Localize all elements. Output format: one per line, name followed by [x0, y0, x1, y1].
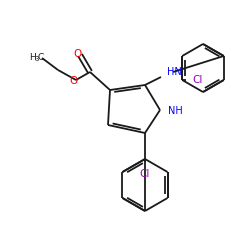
Text: Cl: Cl: [192, 75, 202, 85]
Text: Cl: Cl: [140, 169, 150, 179]
Text: 3: 3: [35, 56, 39, 62]
Text: O: O: [69, 76, 77, 86]
Text: C: C: [38, 52, 44, 62]
Text: HN: HN: [167, 67, 182, 77]
Text: NH: NH: [168, 106, 183, 116]
Text: H: H: [30, 52, 36, 62]
Text: O: O: [73, 49, 81, 59]
